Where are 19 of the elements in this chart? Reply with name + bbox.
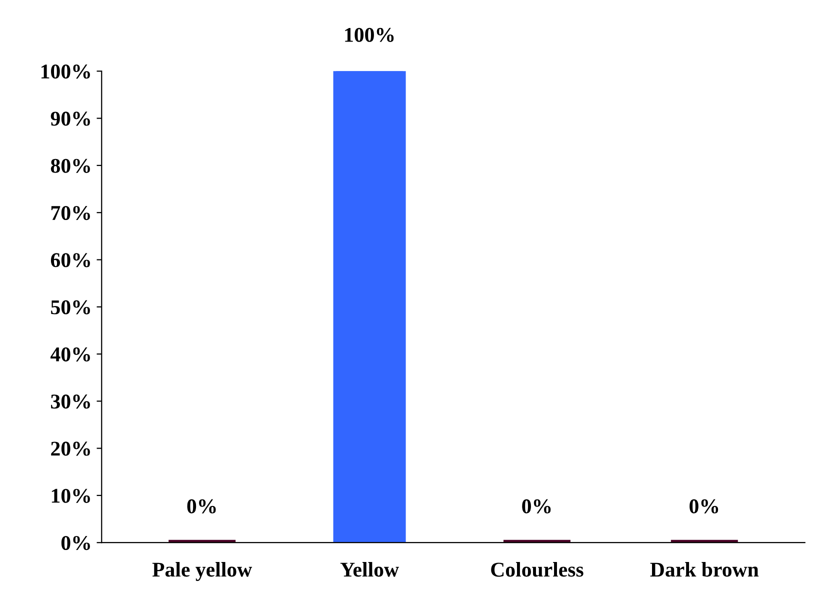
y-tick-label: 20% [51, 442, 90, 456]
y-tick-label: 40% [50, 347, 90, 362]
y-tick-label: 0% [61, 536, 90, 550]
y-tick-label: 100% [41, 64, 90, 79]
y-tick-label: 60% [50, 253, 90, 268]
x-tick-label: Dark brown [650, 562, 759, 577]
y-tick-label: 30% [51, 394, 90, 409]
y-tick-label: 10% [52, 488, 90, 503]
data-label: 0% [690, 499, 718, 514]
y-tick-label: 70% [51, 206, 90, 220]
data-label: 100% [345, 28, 394, 42]
data-label: 0% [522, 499, 551, 514]
y-tick-label: 90% [50, 112, 90, 126]
data-label: 0% [187, 499, 216, 514]
y-tick-label: 50% [51, 300, 90, 314]
x-tick-label: Colourless [491, 562, 584, 577]
y-tick-label: 80% [50, 158, 90, 173]
x-tick-label: Pale yellow [152, 562, 252, 581]
x-tick-label: Yellow [340, 562, 399, 577]
